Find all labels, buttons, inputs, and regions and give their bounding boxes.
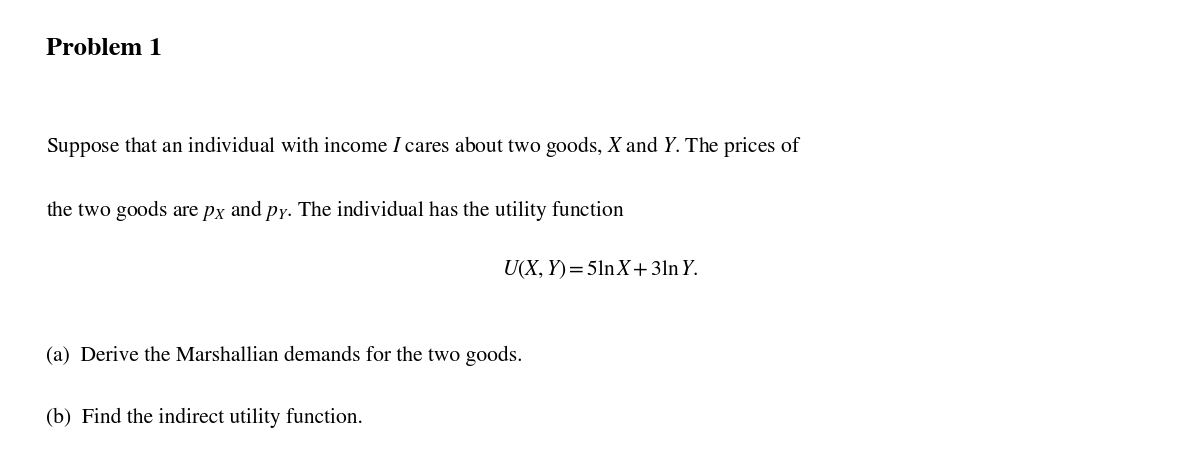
Text: (a)  Derive the Marshallian demands for the two goods.: (a) Derive the Marshallian demands for t… bbox=[46, 345, 522, 366]
Text: the two goods are $p_X$ and $p_Y$. The individual has the utility function: the two goods are $p_X$ and $p_Y$. The i… bbox=[46, 198, 624, 222]
Text: Problem 1: Problem 1 bbox=[46, 38, 162, 60]
Text: (b)  Find the indirect utility function.: (b) Find the indirect utility function. bbox=[46, 407, 362, 427]
Text: Suppose that an individual with income $I$ cares about two goods, $X$ and $Y$. T: Suppose that an individual with income $… bbox=[46, 133, 802, 158]
Text: $U(X,Y) = 5\ln X + 3\ln Y.$: $U(X,Y) = 5\ln X + 3\ln Y.$ bbox=[502, 258, 698, 280]
